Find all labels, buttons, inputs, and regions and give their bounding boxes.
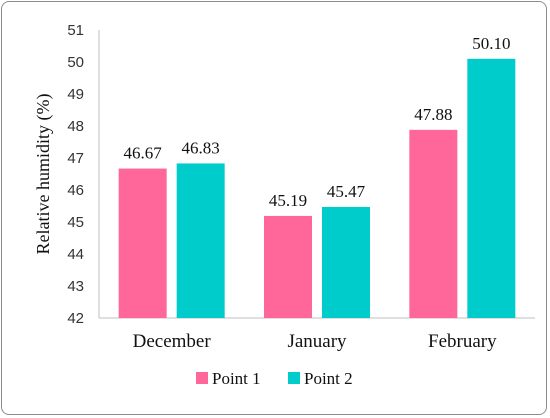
- data-label: 46.67: [124, 144, 163, 163]
- y-tick-label: 46: [67, 182, 84, 199]
- bar-point-2: [176, 163, 225, 318]
- legend-swatch: [196, 372, 208, 384]
- legend-swatch: [288, 372, 300, 384]
- category-label: January: [287, 331, 347, 352]
- y-tick-label: 45: [67, 214, 84, 231]
- bars: [118, 58, 516, 319]
- legend-label: Point 1: [212, 369, 261, 388]
- y-axis-label: Relative humidity (%): [33, 94, 54, 255]
- category-labels: December January February: [133, 331, 497, 352]
- data-label: 47.88: [414, 105, 452, 124]
- data-label: 45.47: [327, 182, 366, 201]
- category-label: December: [133, 331, 212, 352]
- y-tick-labels: 42 43 44 45 46 47 48 49 50 51: [67, 22, 84, 327]
- bar-point-2: [467, 58, 516, 319]
- legend: Point 1 Point 2: [196, 369, 353, 388]
- data-label: 50.10: [472, 34, 510, 53]
- data-labels: 46.67 46.83 45.19 45.47 47.88 50.10: [124, 34, 511, 210]
- y-tick-label: 49: [67, 86, 84, 103]
- y-tick-label: 47: [67, 150, 84, 167]
- data-label: 45.19: [269, 191, 307, 210]
- bar-point-1: [264, 215, 312, 318]
- y-tick-label: 42: [67, 310, 84, 327]
- y-tick-label: 48: [67, 118, 84, 135]
- y-tick-label: 44: [67, 246, 84, 263]
- y-tick-label: 43: [67, 278, 84, 295]
- bar-point-1: [409, 129, 458, 318]
- bar-point-1: [118, 168, 167, 318]
- bar-point-2: [322, 206, 370, 318]
- legend-label: Point 2: [304, 369, 353, 388]
- y-tick-label: 50: [67, 54, 84, 71]
- category-label: February: [428, 331, 497, 352]
- y-tick-label: 51: [67, 22, 84, 39]
- data-label: 46.83: [182, 138, 220, 157]
